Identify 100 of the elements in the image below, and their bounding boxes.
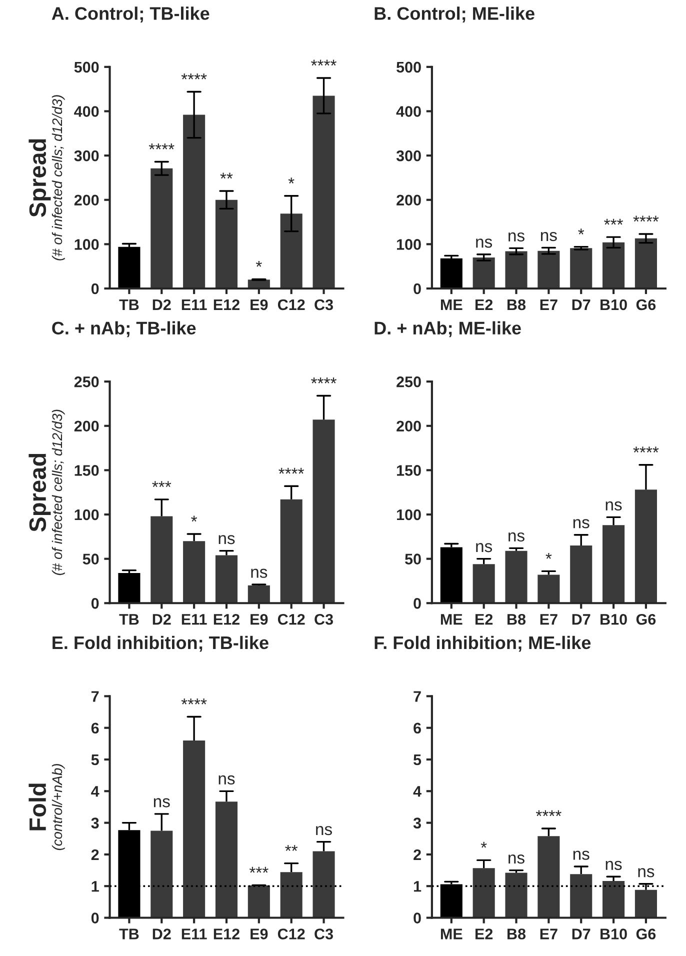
x-tick-label: D2: [152, 299, 171, 310]
y-tick-label: 7: [414, 691, 421, 702]
x-tick-label: ME: [440, 928, 462, 940]
x-tick-label: C12: [278, 928, 305, 940]
y-tick-label: 0: [91, 283, 99, 294]
y-tick-label: 200: [74, 420, 99, 432]
annotation: ****: [633, 216, 659, 222]
x-tick-label: D2: [152, 614, 171, 625]
x-tick-label: G6: [636, 299, 656, 310]
x-tick-label: E7: [540, 614, 558, 625]
x-tick-label: E12: [214, 299, 240, 310]
annotation: ns: [508, 232, 524, 242]
annotation: ns: [218, 775, 235, 785]
y-tick-label: 100: [74, 239, 99, 250]
annotation: *: [256, 260, 262, 267]
y-tick-label: 3: [91, 818, 99, 829]
chart-title: A. Control; TB-like: [52, 6, 210, 22]
annotation: ns: [316, 826, 332, 836]
annotation: ****: [181, 73, 207, 80]
y-tick-label: 300: [396, 150, 421, 162]
x-tick-label: E11: [182, 928, 207, 940]
x-tick-label: B10: [600, 299, 627, 310]
annotation: *: [578, 228, 584, 234]
x-tick-label: E2: [476, 928, 493, 940]
y-tick-label: 2: [91, 849, 99, 860]
y-tick-label: 400: [396, 106, 421, 117]
x-tick-label: ME: [440, 299, 462, 310]
annotation: **: [220, 172, 233, 179]
y-tick-label: 4: [91, 786, 100, 797]
annotation: ns: [508, 854, 524, 864]
annotation: ns: [476, 238, 492, 248]
x-tick-label: E12: [214, 928, 240, 940]
x-tick-label: D2: [152, 928, 171, 940]
y-tick-label: 0: [91, 912, 99, 924]
y-tick-label: 0: [414, 283, 421, 294]
x-tick-label: D7: [572, 928, 590, 940]
y-tick-label: 0: [414, 912, 421, 924]
x-tick-label: C3: [314, 299, 333, 310]
annotation: ****: [633, 446, 659, 452]
x-tick-label: E2: [476, 299, 493, 310]
annotation: ns: [540, 232, 557, 242]
y-tick-label: 2: [414, 849, 421, 860]
annotation: ***: [604, 218, 624, 225]
annotation: ns: [476, 543, 492, 552]
annotation: ns: [606, 501, 622, 511]
x-tick-label: C12: [278, 299, 305, 310]
x-tick-label: TB: [119, 299, 139, 310]
y-tick-label: 6: [91, 722, 99, 734]
x-tick-label: E12: [214, 614, 240, 625]
y-tick-label: 5: [91, 754, 99, 766]
annotation: ****: [311, 60, 336, 66]
y-tick-label: 200: [74, 194, 99, 206]
annotation: ns: [638, 868, 654, 878]
y-tick-label: 250: [396, 376, 421, 388]
annotation: ns: [573, 850, 590, 860]
x-tick-label: E7: [540, 928, 558, 940]
chart-title: C. + nAb; TB-like: [52, 321, 196, 338]
annotation: ***: [249, 866, 268, 873]
y-tick-label: 5: [414, 754, 422, 766]
annotation: ns: [606, 860, 622, 870]
annotation: **: [285, 845, 298, 851]
y-tick-label: 150: [74, 465, 99, 476]
x-tick-label: D7: [572, 614, 590, 625]
y-tick-label: 200: [396, 420, 421, 432]
x-tick-label: G6: [636, 928, 656, 940]
annotation: *: [546, 552, 552, 559]
x-tick-label: E11: [182, 299, 207, 310]
x-tick-label: E2: [476, 614, 493, 625]
y-axis-title: Fold (control/+nAb): [28, 764, 65, 850]
y-tick-label: 3: [413, 818, 421, 829]
chart-title: E. Fold inhibition; TB-like: [52, 636, 268, 652]
y-tick-label: 400: [74, 106, 99, 117]
y-tick-label: 100: [74, 509, 99, 520]
x-tick-label: B8: [508, 614, 526, 625]
annotation: ****: [181, 698, 207, 704]
x-tick-label: B10: [600, 614, 627, 625]
annotation: *: [191, 516, 198, 522]
x-tick-label: B8: [508, 928, 526, 940]
annotation: ****: [148, 144, 174, 150]
y-tick-label: 1: [92, 881, 99, 892]
y-tick-label: 0: [414, 598, 421, 609]
annotation: ns: [508, 532, 524, 542]
annotation: ***: [152, 481, 172, 488]
annotation: ns: [251, 568, 268, 578]
annotation: *: [480, 842, 487, 848]
x-tick-label: E9: [250, 614, 268, 625]
y-tick-label: 150: [397, 465, 421, 476]
annotation: ns: [154, 798, 170, 808]
y-tick-label: 1: [414, 881, 422, 892]
y-tick-label: 500: [74, 62, 99, 73]
annotation: ns: [573, 519, 590, 528]
x-tick-label: D7: [572, 299, 590, 310]
x-tick-label: ME: [440, 614, 462, 625]
annotation: ****: [536, 810, 562, 816]
y-tick-label: 4: [413, 786, 422, 797]
x-tick-label: C3: [314, 928, 333, 940]
x-tick-label: C3: [314, 614, 333, 625]
x-tick-label: G6: [636, 614, 656, 625]
x-tick-label: B10: [600, 928, 627, 940]
x-tick-label: E11: [182, 614, 207, 625]
